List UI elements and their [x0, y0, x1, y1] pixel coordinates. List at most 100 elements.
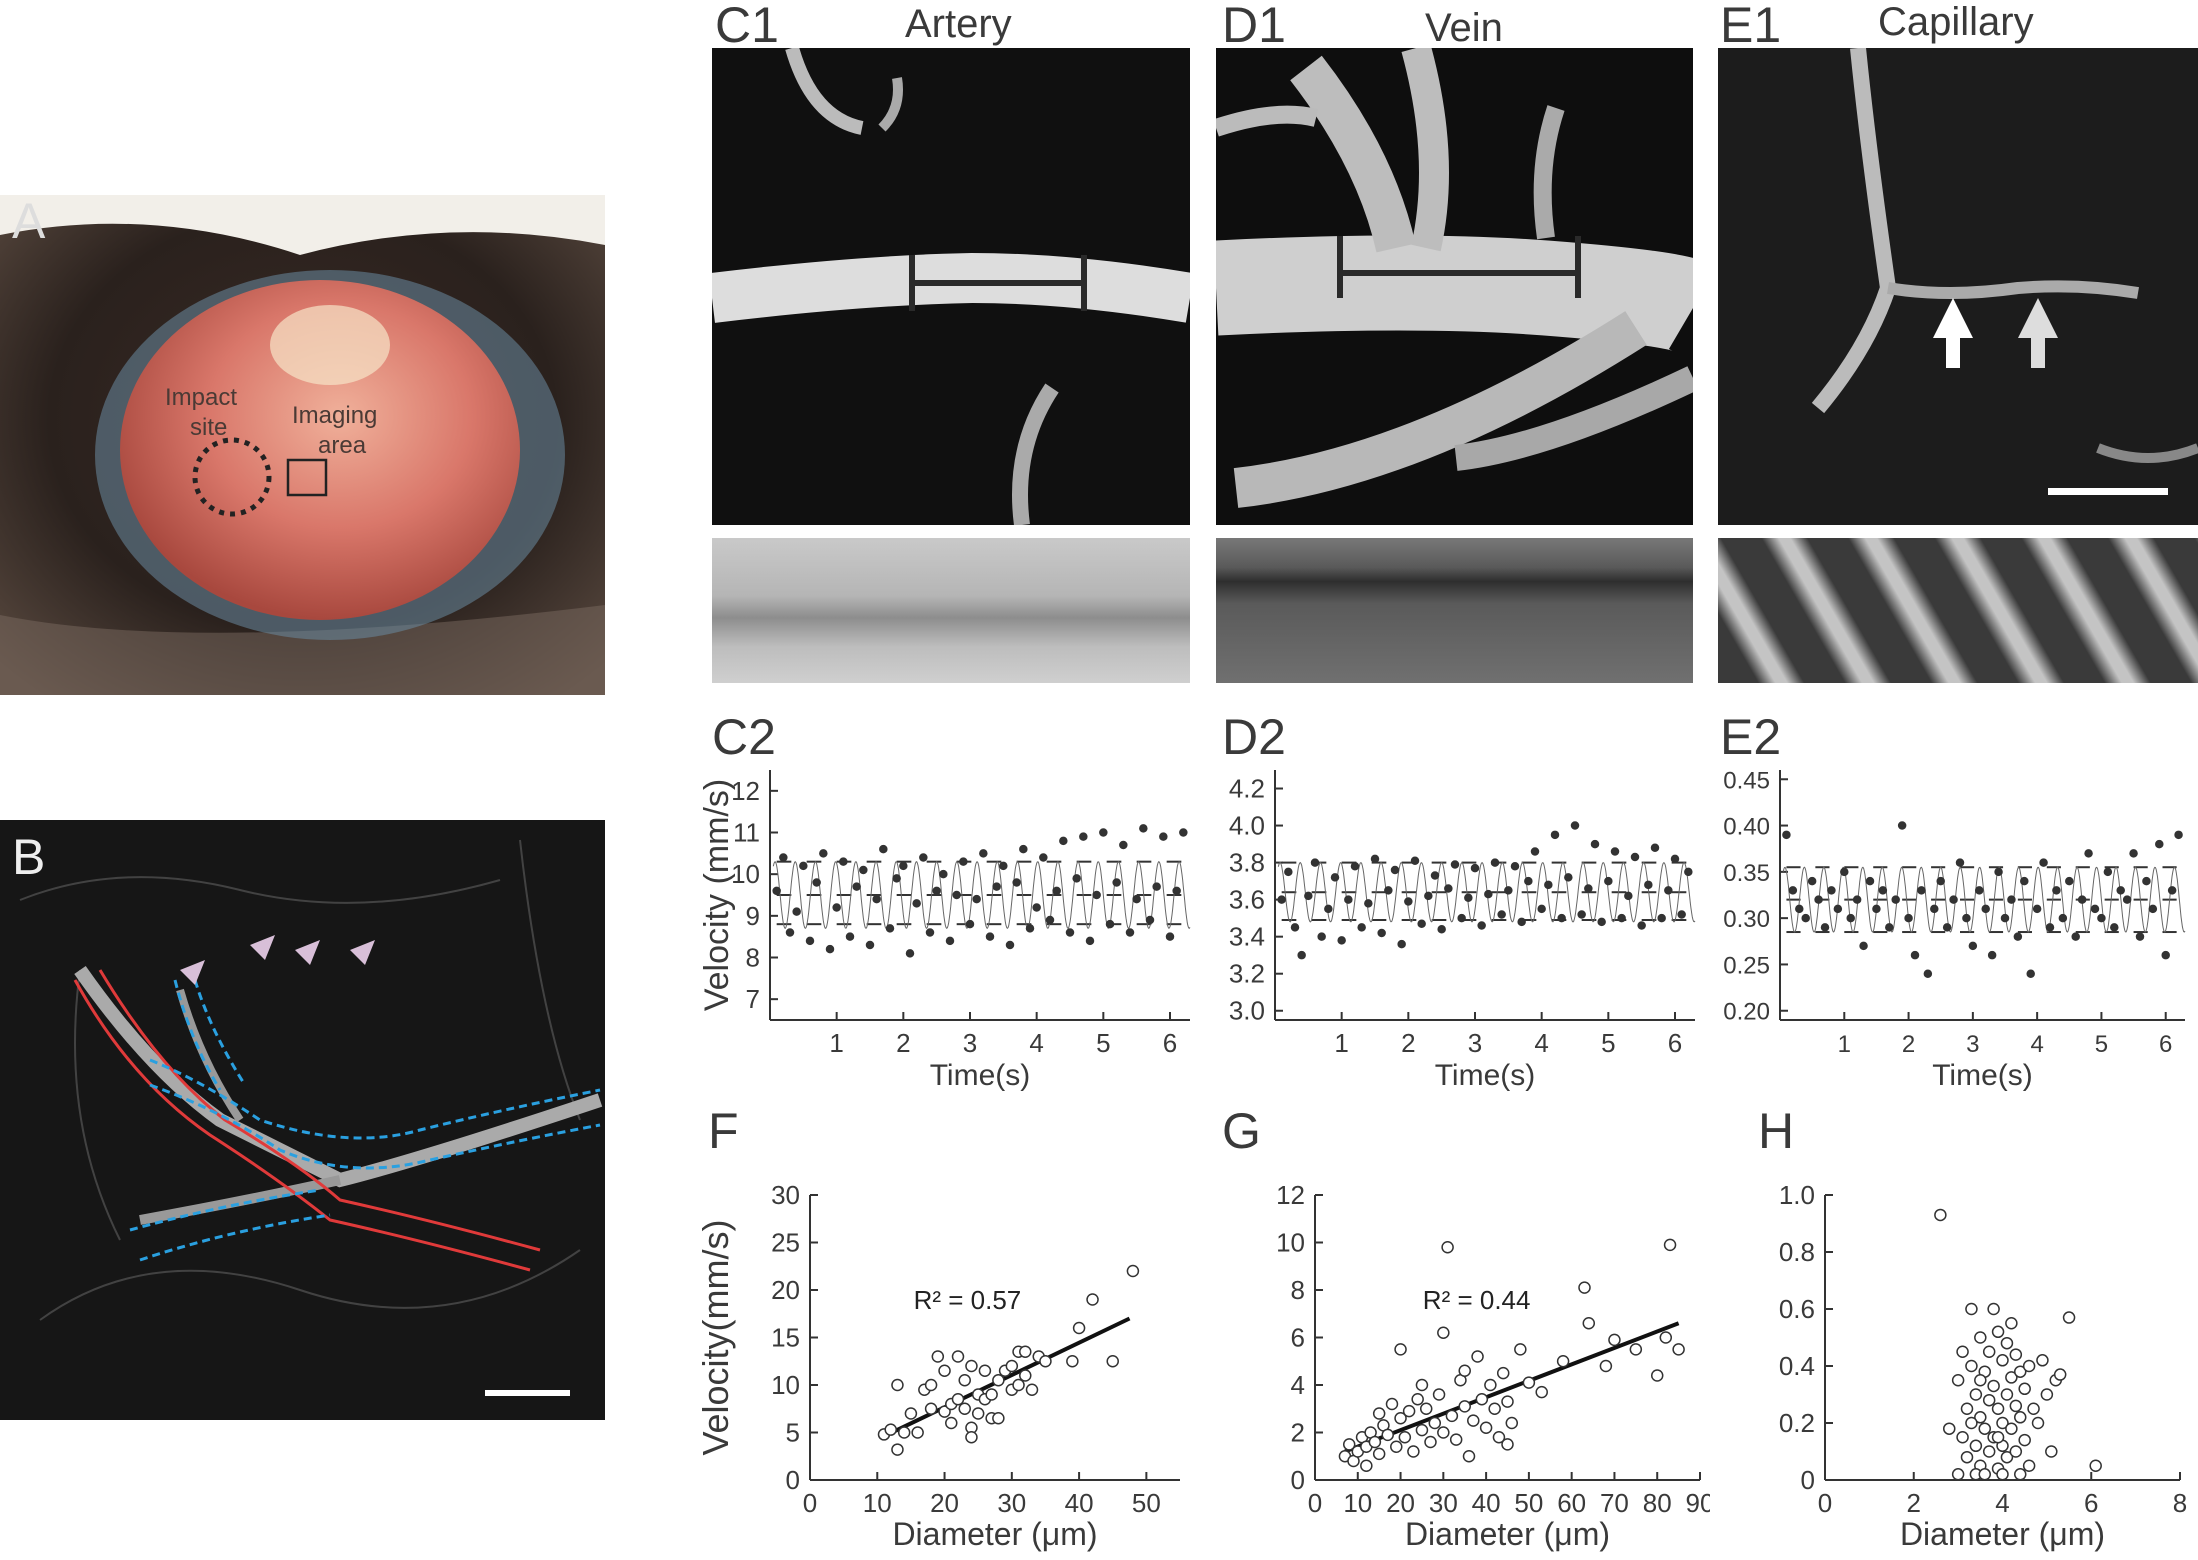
panel-label-b: B — [12, 829, 46, 885]
chart-g-data-point — [1458, 1400, 1471, 1413]
chart-c2-y-label: Velocity (mm/s) — [700, 779, 736, 1011]
imaging-area-marker — [286, 458, 328, 497]
chart-d2-data-point — [1457, 913, 1466, 923]
chart-g-y-tick-label: 12 — [1276, 1180, 1305, 1210]
chart-g-vein-diameter: 0 10 20 30 40 50 60 70 80 90 0 2 4 6 8 10 12 Diameter (μm… — [1276, 1180, 1710, 1552]
chart-f-y-label: Velocity(mm/s) — [700, 1219, 736, 1455]
chart-g-data-point — [1381, 1428, 1394, 1442]
chart-d2-data-point — [1484, 889, 1493, 899]
chart-g-data-point — [1629, 1343, 1643, 1356]
chart-c2-data-point — [952, 890, 961, 900]
chart-f-data-point — [891, 1443, 904, 1456]
chart-e2-data-point — [2097, 913, 2106, 923]
vein-outline — [129, 979, 601, 1262]
chart-f-data-point — [958, 1374, 971, 1387]
chart-h-capillary-diameter: 0 2 4 6 8 0 0.2 0.4 0.6 0.8 1.0 Diameter (μm) — [1779, 1180, 2187, 1552]
panel-title-vein: Vein — [1425, 6, 1503, 50]
chart-c2-data-point — [812, 878, 821, 887]
chart-c2-data-point — [825, 944, 835, 954]
artery-outline — [73, 969, 541, 1272]
chart-c2-data-point — [1052, 886, 1061, 896]
chart-c2-data-point — [965, 919, 975, 929]
panel-label-d1: D1 — [1222, 0, 1286, 53]
chart-h-data-point — [1965, 1416, 1978, 1430]
chart-e2-data-point — [1936, 876, 1945, 886]
chart-h-data-point — [1956, 1431, 1969, 1444]
chart-e2-data-point — [1795, 904, 1804, 914]
chart-g-data-point — [1424, 1435, 1437, 1449]
chart-h-data-point — [2031, 1416, 2045, 1430]
chart-c2-data-point — [1119, 840, 1128, 850]
chart-e2-data-point — [2058, 913, 2068, 923]
chart-h-data-point — [1956, 1345, 1969, 1358]
chart-f-data-point — [938, 1405, 951, 1418]
chart-d2-data-point — [1644, 880, 1653, 890]
chart-d2-data-point — [1670, 854, 1680, 864]
chart-e2-data-point — [2013, 932, 2023, 941]
chart-c2-data-point — [792, 907, 801, 916]
chart-f-data-point — [904, 1407, 918, 1420]
chart-d2-data-point — [1677, 910, 1686, 919]
chart-h-x-tick-label: 4 — [1995, 1488, 2009, 1518]
chart-c2-y-tick-label: 8 — [746, 943, 760, 973]
chart-e2-x-tick-label: 5 — [2095, 1031, 2108, 1058]
chart-c2-data-point — [799, 861, 808, 871]
chart-h-data-point — [1951, 1468, 1965, 1481]
chart-f-y-tick-label: 30 — [771, 1180, 800, 1210]
chart-e2-data-point — [2032, 904, 2042, 914]
chart-c2-x-tick-label: 4 — [1029, 1028, 1043, 1058]
chart-c2-data-point — [1072, 874, 1081, 883]
chart-g-data-point — [1411, 1393, 1424, 1406]
chart-h-data-point — [1969, 1439, 1983, 1453]
chart-f-data-point — [945, 1416, 958, 1430]
chart-c2-data-point — [852, 882, 861, 891]
chart-g-data-point — [1437, 1426, 1450, 1439]
chart-e2-data-point — [2052, 886, 2061, 895]
chart-f-data-point — [1066, 1355, 1079, 1368]
chart-d2-data-point — [1390, 865, 1400, 875]
chart-f-data-point — [951, 1393, 965, 1406]
chart-e2-x-tick-label: 1 — [1838, 1031, 1851, 1058]
chart-g-data-point — [1415, 1378, 1429, 1392]
chart-d2-data-point — [1490, 858, 1500, 867]
chart-d2-data-point — [1577, 910, 1586, 919]
chart-f-data-point — [951, 1350, 965, 1363]
vein-linescan — [1216, 538, 1693, 683]
chart-d2-data-point — [1604, 876, 1613, 886]
chart-e2-data-point — [1865, 876, 1875, 886]
chart-e2-y-tick-label: 0.40 — [1723, 814, 1770, 841]
chart-h-data-point — [2053, 1368, 2067, 1381]
chart-h-data-point — [2009, 1445, 2023, 1458]
chart-g-x-tick-label: 10 — [1343, 1488, 1372, 1518]
chart-g-data-point — [1514, 1343, 1527, 1356]
chart-f-data-point — [1039, 1355, 1052, 1368]
chart-f-x-tick-label: 30 — [997, 1488, 1026, 1518]
chart-f-data-point — [965, 1359, 978, 1373]
chart-d2-data-point — [1370, 854, 1380, 864]
chart-c2-data-point — [1145, 915, 1155, 925]
chart-e2-data-point — [1930, 904, 1939, 914]
chart-c2-data-point — [1105, 919, 1115, 929]
imaging-label-1: Imaging — [292, 402, 377, 429]
chart-h-data-point — [1934, 1208, 1947, 1222]
chart-g-data-point — [1432, 1388, 1446, 1401]
chart-h-data-point — [1969, 1388, 1983, 1401]
chart-g-data-point — [1462, 1450, 1476, 1463]
chart-e2-capillary-velocity: 1 2 3 4 5 6 0.20 0.25 0.30 0.35 0.40 0.45 Time(s) — [1723, 767, 2186, 1092]
chart-e2-data-point — [2135, 932, 2145, 941]
chart-d2-data-point — [1650, 843, 1660, 853]
chart-e2-data-point — [2161, 950, 2170, 960]
chart-g-data-point — [1415, 1423, 1429, 1437]
chart-e2-data-point — [2116, 886, 2125, 895]
chart-g-data-point — [1402, 1404, 1416, 1418]
chart-e2-data-point — [1923, 969, 1933, 978]
chart-f-data-point — [924, 1378, 938, 1392]
chart-c2-data-point — [1179, 828, 1188, 837]
chart-g-x-tick-label: 50 — [1514, 1488, 1543, 1518]
chart-d2-x-tick-label: 5 — [1601, 1028, 1615, 1058]
chart-g-data-point — [1471, 1350, 1484, 1363]
chart-d2-x-tick-label: 3 — [1468, 1028, 1482, 1058]
chart-d2-data-point — [1377, 928, 1386, 938]
chart-g-data-point — [1368, 1435, 1382, 1449]
